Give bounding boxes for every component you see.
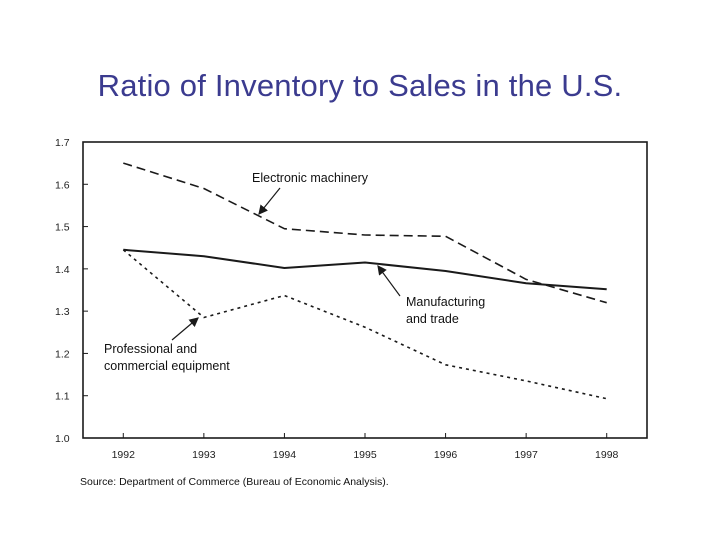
annotation-arrow [377, 265, 401, 297]
series-group [122, 162, 607, 400]
y-tick-label: 1.7 [55, 137, 70, 149]
source-note: Source: Department of Commerce (Bureau o… [80, 476, 389, 488]
x-tick-label: 1997 [514, 449, 538, 461]
x-tick-label: 1998 [595, 449, 619, 461]
y-tick-label: 1.4 [55, 264, 70, 276]
x-tick-label: 1993 [192, 449, 216, 461]
y-tick-label: 1.3 [55, 306, 70, 318]
x-tick-label: 1992 [112, 449, 136, 461]
y-tick-label: 1.1 [55, 391, 70, 403]
y-axis: 1.0 1.1 1.2 1.3 1.4 1.5 1.6 1.7 [55, 137, 88, 445]
slide-title: Ratio of Inventory to Sales in the U.S. [97, 68, 623, 103]
y-tick-label: 1.6 [55, 179, 70, 191]
y-tick-label: 1.5 [55, 222, 70, 234]
annotation-arrow [258, 187, 281, 215]
series-line-2 [122, 249, 607, 400]
y-tick-label: 1.0 [55, 433, 70, 445]
y-tick-label: 1.2 [55, 348, 70, 360]
annotation-arrow [171, 317, 199, 341]
series-annotation-label: Professional and [104, 342, 197, 356]
series-annotation-label: Electronic machinery [252, 171, 369, 185]
series-annotation-label: commercial equipment [104, 359, 230, 373]
x-axis: 1992 1993 1994 1995 1996 1997 1998 [112, 433, 619, 461]
series-line-0 [123, 162, 607, 304]
x-tick-label: 1995 [353, 449, 377, 461]
series-line-1 [123, 248, 607, 291]
series-annotation-label: Manufacturing [406, 295, 485, 309]
x-tick-label: 1994 [273, 449, 297, 461]
series-annotation-label: and trade [406, 312, 459, 326]
x-tick-label: 1996 [434, 449, 458, 461]
annotations: Electronic machinery Manufacturing and tra… [104, 171, 485, 373]
